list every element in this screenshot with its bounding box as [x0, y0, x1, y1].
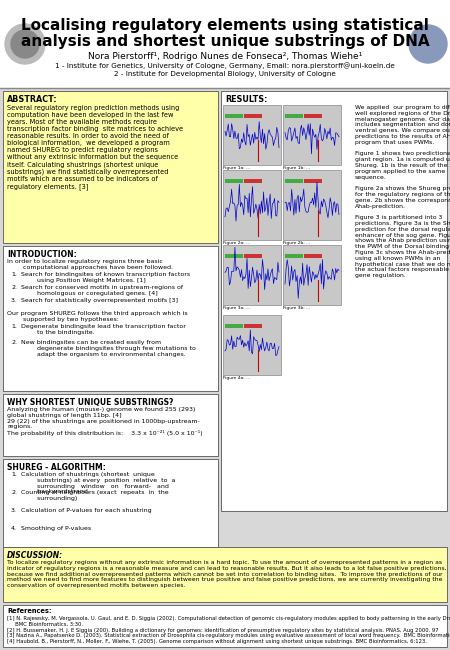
Text: Smoothing of P-values: Smoothing of P-values	[21, 526, 91, 531]
Text: Calculation of shustrings (shortest  unique
        substrings) at every  positi: Calculation of shustrings (shortest uniq…	[21, 472, 176, 495]
Bar	[225, 254, 243, 258]
Text: analysis and shortest unique substrings of DNA: analysis and shortest unique substrings …	[21, 34, 429, 49]
Text: 2.: 2.	[11, 285, 17, 290]
Text: 1 - Institute for Genetics, University of Cologne, Germany, Email: nora.pierstor: 1 - Institute for Genetics, University o…	[55, 62, 395, 69]
Bar	[3, 91, 218, 243]
Text: To localize regulatory regions without any extrinsic information is a hard topic: To localize regulatory regions without a…	[7, 560, 446, 588]
Text: 2.: 2.	[11, 490, 17, 495]
Text: 1.: 1.	[11, 324, 17, 329]
Text: RESULTS:: RESULTS:	[225, 95, 267, 104]
Text: Figure 4a: ...: Figure 4a: ...	[223, 376, 250, 380]
Text: Search for bindingsites of known transcription factors
        using Position We: Search for bindingsites of known transcr…	[21, 272, 190, 283]
Text: Figure 2b: ...: Figure 2b: ...	[283, 241, 310, 245]
Text: INTRODUCTION:: INTRODUCTION:	[7, 250, 77, 259]
Text: 3.: 3.	[11, 298, 17, 303]
Circle shape	[11, 30, 39, 58]
Text: 2 - Institute for Developmental Biology, University of Cologne: 2 - Institute for Developmental Biology,…	[114, 71, 336, 77]
Text: WHY SHORTEST UNIQUE SUBSTRINGS?: WHY SHORTEST UNIQUE SUBSTRINGS?	[7, 398, 173, 407]
Text: ABSTRACT:: ABSTRACT:	[7, 95, 58, 104]
Text: Search for statistically overrepresented motifs [3]: Search for statistically overrepresented…	[21, 298, 178, 303]
Text: We applied  our program to different
well explored regions of the Drosophila
mel: We applied our program to different well…	[355, 105, 450, 278]
Text: [1] N. Rajewsky, M. Vergassola, U. Gaul, and E. D. Siggia (2002). Computational : [1] N. Rajewsky, M. Vergassola, U. Gaul,…	[7, 616, 450, 644]
Text: Nora Pierstorff¹, Rodrigo Nunes de Fonseca², Thomas Wiehe¹: Nora Pierstorff¹, Rodrigo Nunes de Fonse…	[88, 52, 362, 61]
Text: Calculation of P-values for each shustring: Calculation of P-values for each shustri…	[21, 508, 152, 513]
Bar	[285, 254, 303, 258]
Bar	[3, 547, 447, 602]
Text: Figure 1b: ...: Figure 1b: ...	[283, 166, 310, 170]
Bar	[244, 114, 262, 118]
Bar	[223, 170, 281, 240]
Bar	[285, 179, 303, 183]
Text: 2.: 2.	[11, 340, 17, 345]
Bar	[3, 394, 218, 456]
Bar	[244, 254, 262, 258]
Bar	[0, 0, 450, 88]
Bar	[221, 91, 447, 511]
Text: 1.: 1.	[11, 272, 17, 277]
Text: 1.: 1.	[11, 472, 17, 477]
Circle shape	[409, 25, 447, 63]
Text: DISCUSSION:: DISCUSSION:	[7, 551, 63, 560]
Text: Figure 3a: ...: Figure 3a: ...	[223, 306, 250, 310]
Text: Figure 1a: ...: Figure 1a: ...	[223, 166, 250, 170]
Bar	[3, 246, 218, 391]
Text: Several regulatory region prediction methods using
computation have been develop: Several regulatory region prediction met…	[7, 105, 183, 190]
Text: In order to localize regulatory regions three basic
        computational approa: In order to localize regulatory regions …	[7, 259, 173, 270]
Text: Search for conserved motifs in upstream-regions of
        homologous or coregul: Search for conserved motifs in upstream-…	[21, 285, 183, 296]
Bar	[304, 179, 322, 183]
Text: New bindingsites can be created easily from
        degenerate bindingsites thro: New bindingsites can be created easily f…	[21, 340, 196, 357]
Bar	[3, 459, 218, 547]
Text: Our program SHUREG follows the third approach which is
        supported by two : Our program SHUREG follows the third app…	[7, 311, 188, 322]
Bar	[244, 324, 262, 328]
Bar	[285, 114, 303, 118]
Bar	[225, 179, 243, 183]
Text: SHUREG - ALGORITHM:: SHUREG - ALGORITHM:	[7, 463, 106, 472]
Bar	[283, 105, 341, 165]
Circle shape	[5, 24, 45, 64]
Text: Figure 3b: ...: Figure 3b: ...	[283, 306, 310, 310]
Text: 3.: 3.	[11, 508, 17, 513]
Bar	[283, 170, 341, 240]
Bar	[223, 105, 281, 165]
Bar	[244, 179, 262, 183]
Bar	[223, 245, 281, 305]
Text: Counting of neighbours (exact  repeats  in  the
        surrounding): Counting of neighbours (exact repeats in…	[21, 490, 169, 501]
Text: Figure 2a: ...: Figure 2a: ...	[223, 241, 250, 245]
Bar	[304, 254, 322, 258]
Bar	[225, 324, 243, 328]
Text: References:: References:	[7, 608, 52, 614]
Bar	[223, 315, 281, 375]
Text: Analyzing the human (mouse-) genome we found 255 (293)
global shustrings of leng: Analyzing the human (mouse-) genome we f…	[7, 407, 202, 436]
Bar	[283, 245, 341, 305]
Text: Localising regulatory elements using statistical: Localising regulatory elements using sta…	[21, 18, 429, 33]
Text: Degenerate bindingsite lead the transcription factor
        to the bindingsite.: Degenerate bindingsite lead the transcri…	[21, 324, 186, 335]
Bar	[3, 605, 447, 647]
Text: 4.: 4.	[11, 526, 17, 531]
Bar	[304, 114, 322, 118]
Bar	[225, 114, 243, 118]
